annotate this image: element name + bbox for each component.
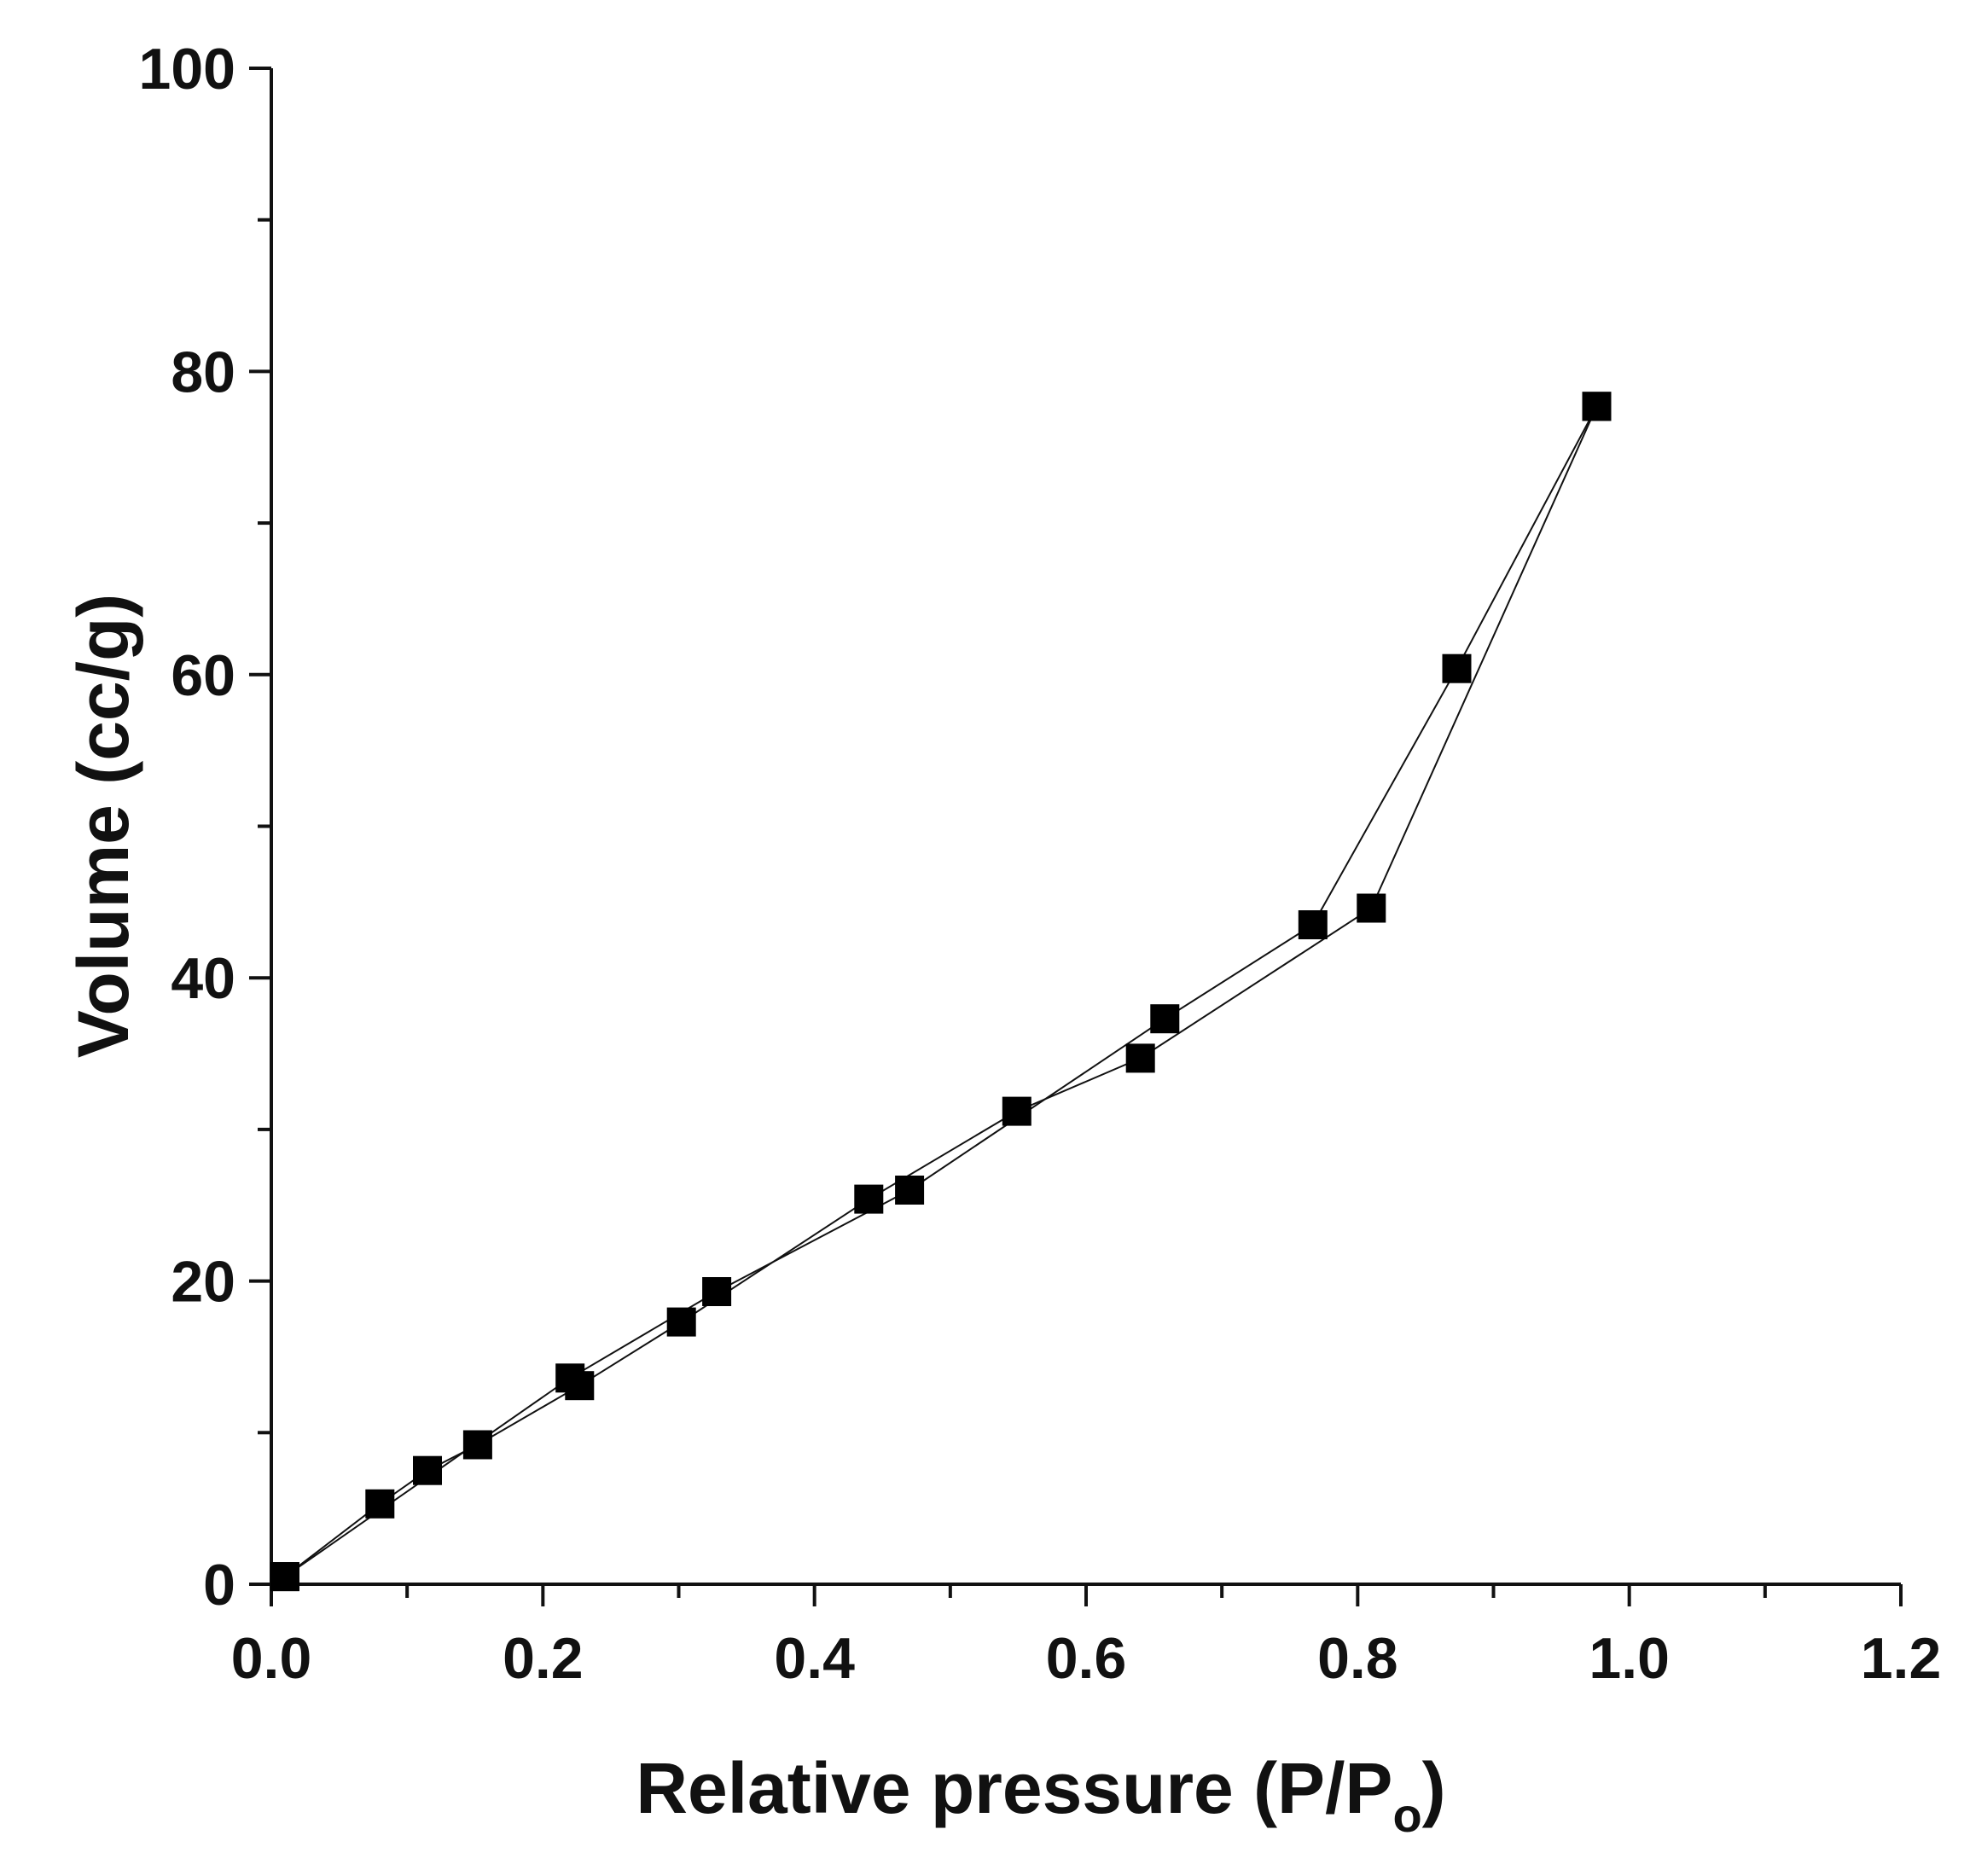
data-point-adsorption [1002,1096,1031,1126]
data-point-desorption [702,1277,732,1306]
x-axis-title-main: Relative pressure (P/P [636,1748,1392,1828]
y-tick-label: 40 [171,946,235,1011]
axes [270,68,1901,1586]
y-tick-label: 60 [171,643,235,708]
data-point-desorption [555,1363,585,1393]
data-point-adsorption [666,1307,696,1337]
data-point-desorption [895,1176,925,1205]
data-point-desorption [1150,1004,1180,1034]
x-tick-label: 0.4 [774,1626,855,1691]
y-tick-label: 20 [171,1250,235,1315]
data-point-adsorption [462,1430,492,1460]
tick-labels: 0.0 0.2 0.4 0.6 0.8 1.0 1.2 0 20 40 60 80 100 [139,37,1942,1691]
series-line-desorption [284,405,1598,1577]
y-tick-label: 100 [139,37,235,102]
series-line-adsorption [284,405,1598,1577]
series-lines [284,405,1598,1577]
ticks [249,67,1903,1606]
data-point-adsorption [365,1489,395,1519]
x-axis-title-subscript: o [1392,1788,1421,1842]
y-tick-label: 0 [203,1553,235,1618]
data-point-desorption [1582,392,1612,421]
data-markers [270,392,1612,1592]
data-point-desorption [1298,910,1328,939]
data-point-adsorption [1125,1043,1155,1073]
y-axis-title: Volume (cc/g) [63,594,143,1059]
x-tick-label: 1.0 [1589,1626,1670,1691]
data-point-adsorption [413,1455,442,1485]
data-point-desorption [270,1562,299,1592]
data-point-desorption [1442,653,1472,683]
x-tick-label: 0.2 [503,1626,584,1691]
x-tick-label: 0.0 [231,1626,312,1691]
data-point-adsorption [854,1184,884,1214]
data-point-adsorption [1357,893,1386,923]
y-tick-label: 80 [171,340,235,404]
x-tick-label: 0.6 [1046,1626,1127,1691]
x-tick-label: 0.8 [1317,1626,1398,1691]
x-axis-title: Relative pressure (P/Po) [636,1748,1445,1842]
x-tick-label: 1.2 [1861,1626,1942,1691]
x-axis-title-close: ) [1422,1748,1446,1828]
